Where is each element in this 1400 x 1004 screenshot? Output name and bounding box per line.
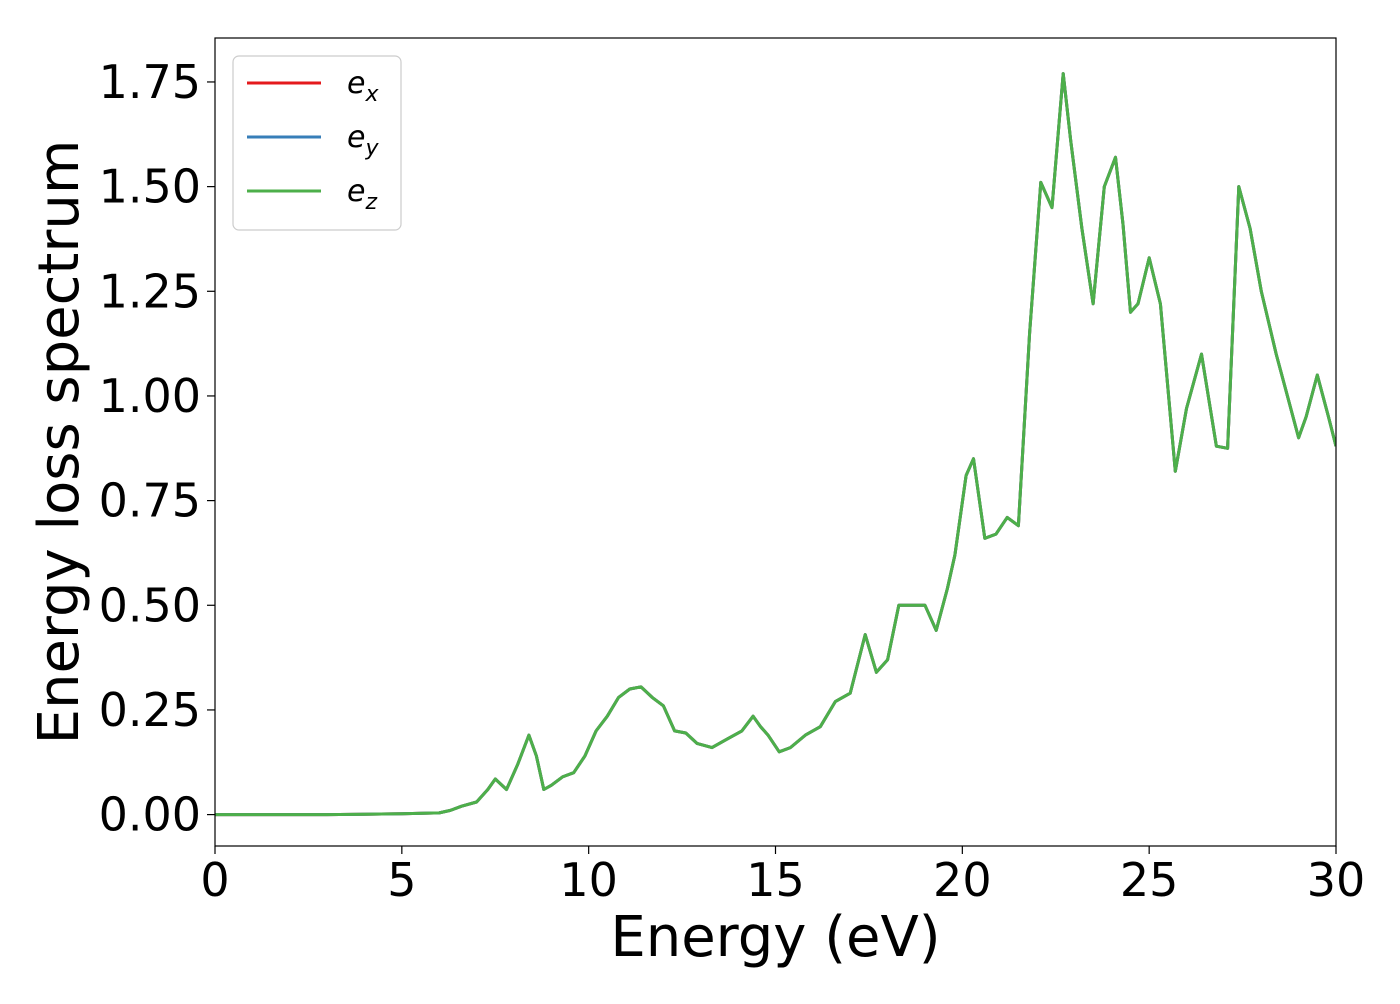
x-tick-label: 30 (1307, 853, 1366, 907)
x-tick-label: 0 (200, 853, 229, 907)
axes: 0 5 10 15 20 25 30 0.00 0.25 0.50 0.75 1.00 1.25 1.50… (99, 37, 1366, 907)
y-tick-label: 0.00 (99, 788, 201, 842)
legend-box (232, 55, 402, 231)
legend-label: ey (347, 120, 379, 161)
y-tick-label: 1.50 (99, 160, 201, 214)
x-tick-label: 25 (1120, 853, 1179, 907)
x-tick-label: 20 (933, 853, 992, 907)
x-tick-label: 5 (387, 853, 416, 907)
y-axis-label: Energy loss spectrum (27, 140, 92, 745)
series-line-e-z (215, 72, 1336, 817)
x-axis-label: Energy (eV) (610, 905, 940, 970)
y-tick-label: 0.50 (99, 578, 201, 632)
y-tick-label: 0.75 (99, 474, 201, 528)
y-tick-label: 1.00 (99, 369, 201, 423)
y-tick-label: 1.75 (99, 55, 201, 109)
x-tick-label: 10 (559, 853, 618, 907)
y-tick-label: 0.25 (99, 683, 201, 737)
x-tick-label: 15 (746, 853, 805, 907)
legend-label: ex (347, 66, 379, 107)
plot-area (215, 72, 1336, 817)
y-tick-label: 1.25 (99, 264, 201, 318)
